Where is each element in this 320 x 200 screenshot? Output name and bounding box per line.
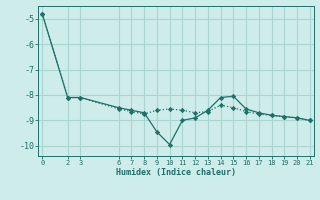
X-axis label: Humidex (Indice chaleur): Humidex (Indice chaleur) — [116, 168, 236, 177]
